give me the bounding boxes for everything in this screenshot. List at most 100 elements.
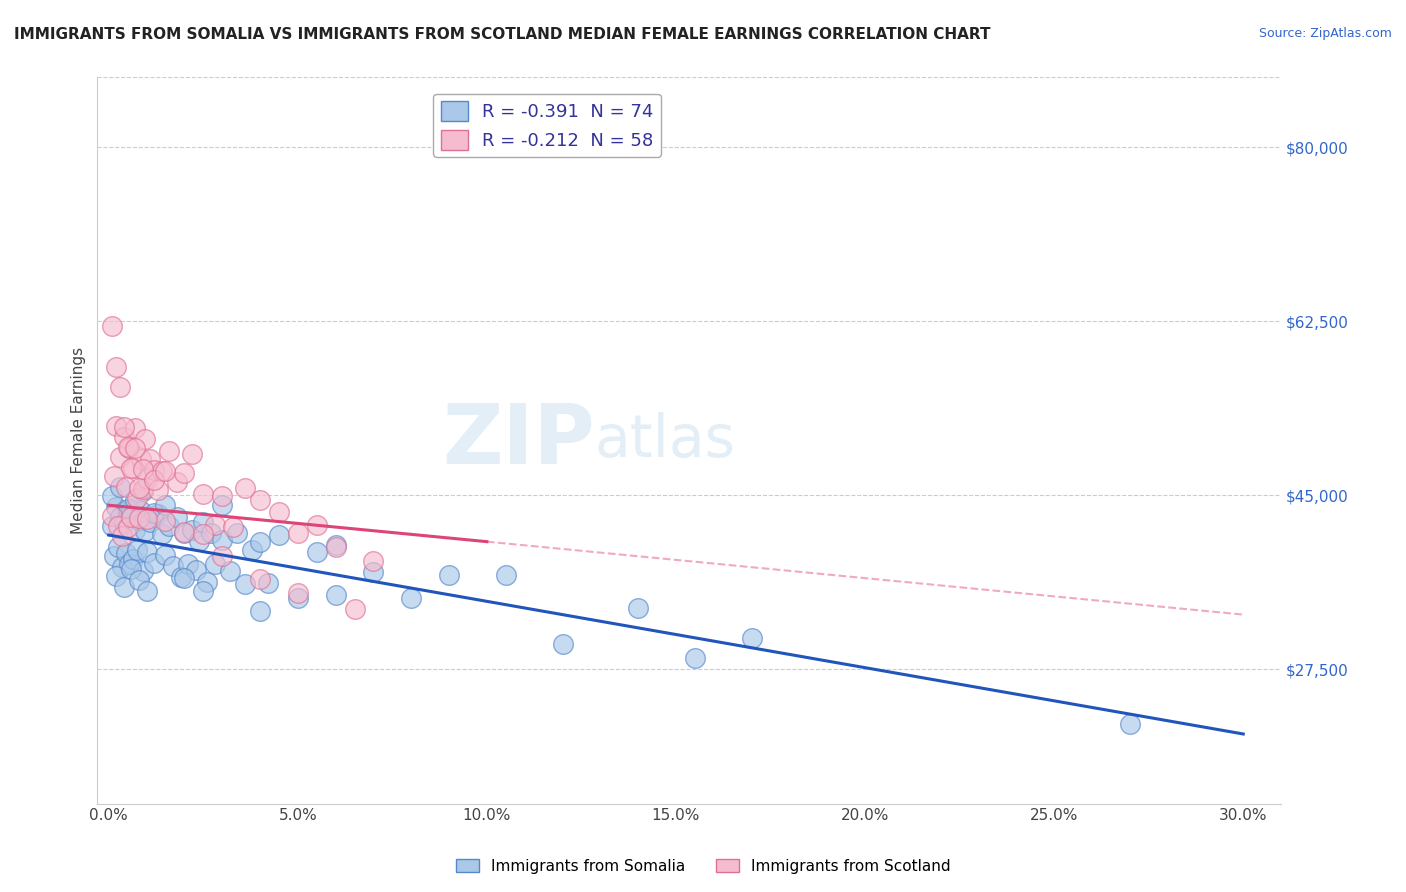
Point xyxy=(111,560,134,574)
Point xyxy=(267,528,290,542)
Point xyxy=(287,526,309,541)
Point xyxy=(120,460,142,475)
Point xyxy=(120,502,142,516)
Point xyxy=(180,523,202,537)
Point xyxy=(741,631,763,645)
Point xyxy=(132,484,155,499)
Point xyxy=(143,556,166,570)
Point xyxy=(101,319,124,334)
Point xyxy=(155,464,177,478)
Point xyxy=(233,576,256,591)
Point xyxy=(173,466,195,480)
Point xyxy=(112,581,135,595)
Point xyxy=(399,591,422,605)
Point xyxy=(173,571,195,585)
Point xyxy=(150,463,173,477)
Point xyxy=(101,518,124,533)
Point xyxy=(108,380,131,394)
Point xyxy=(132,461,155,475)
Point xyxy=(122,552,145,566)
Point xyxy=(105,359,128,374)
Point xyxy=(107,519,129,533)
Point xyxy=(233,482,256,496)
Point xyxy=(134,432,156,446)
Point xyxy=(120,510,142,524)
Point xyxy=(195,575,218,590)
Point xyxy=(249,534,271,549)
Text: ZIP: ZIP xyxy=(441,400,595,481)
Point xyxy=(287,591,309,605)
Point xyxy=(683,650,706,665)
Point xyxy=(173,526,195,541)
Point xyxy=(166,475,188,489)
Point xyxy=(101,508,124,523)
Point xyxy=(363,553,385,567)
Point xyxy=(128,481,150,495)
Point xyxy=(193,487,215,501)
Y-axis label: Median Female Earnings: Median Female Earnings xyxy=(72,347,86,534)
Point xyxy=(105,569,128,583)
Point xyxy=(125,543,148,558)
Point xyxy=(495,567,517,582)
Point xyxy=(135,584,157,599)
Point xyxy=(166,510,188,524)
Point xyxy=(218,564,240,578)
Point xyxy=(111,529,134,543)
Point xyxy=(129,504,152,518)
Legend: Immigrants from Somalia, Immigrants from Scotland: Immigrants from Somalia, Immigrants from… xyxy=(450,853,956,880)
Point xyxy=(108,480,131,494)
Point xyxy=(211,533,233,547)
Point xyxy=(627,601,650,615)
Point xyxy=(551,638,574,652)
Point xyxy=(135,512,157,526)
Point xyxy=(128,511,150,525)
Point xyxy=(105,419,128,434)
Point xyxy=(139,452,162,467)
Point xyxy=(325,588,347,602)
Point xyxy=(112,516,135,530)
Point xyxy=(211,498,233,512)
Point xyxy=(180,446,202,460)
Point xyxy=(124,492,146,507)
Point xyxy=(305,518,328,533)
Point xyxy=(222,520,245,534)
Point xyxy=(305,544,328,558)
Point xyxy=(129,451,152,466)
Text: atlas: atlas xyxy=(595,412,735,469)
Point xyxy=(211,549,233,563)
Point xyxy=(249,492,271,507)
Point xyxy=(146,483,169,497)
Point xyxy=(249,573,271,587)
Point xyxy=(162,559,184,574)
Point xyxy=(211,489,233,503)
Point xyxy=(157,444,180,458)
Point xyxy=(150,527,173,541)
Point xyxy=(188,534,211,549)
Point xyxy=(184,563,207,577)
Point xyxy=(242,543,264,558)
Point xyxy=(200,526,222,541)
Legend: R = -0.391  N = 74, R = -0.212  N = 58: R = -0.391 N = 74, R = -0.212 N = 58 xyxy=(433,94,661,157)
Point xyxy=(325,540,347,554)
Point xyxy=(117,520,139,534)
Text: Source: ZipAtlas.com: Source: ZipAtlas.com xyxy=(1258,27,1392,40)
Point xyxy=(120,562,142,576)
Point xyxy=(143,473,166,487)
Point xyxy=(132,564,155,578)
Point xyxy=(118,441,141,455)
Point xyxy=(134,524,156,539)
Point xyxy=(343,601,366,615)
Point xyxy=(204,518,226,533)
Point xyxy=(107,540,129,554)
Point xyxy=(249,604,271,618)
Point xyxy=(105,500,128,514)
Point xyxy=(204,557,226,571)
Point xyxy=(103,469,125,483)
Point xyxy=(193,584,215,599)
Point xyxy=(124,523,146,537)
Point xyxy=(118,557,141,571)
Point xyxy=(124,441,146,455)
Point xyxy=(103,549,125,563)
Point xyxy=(437,567,460,582)
Point xyxy=(1119,717,1142,731)
